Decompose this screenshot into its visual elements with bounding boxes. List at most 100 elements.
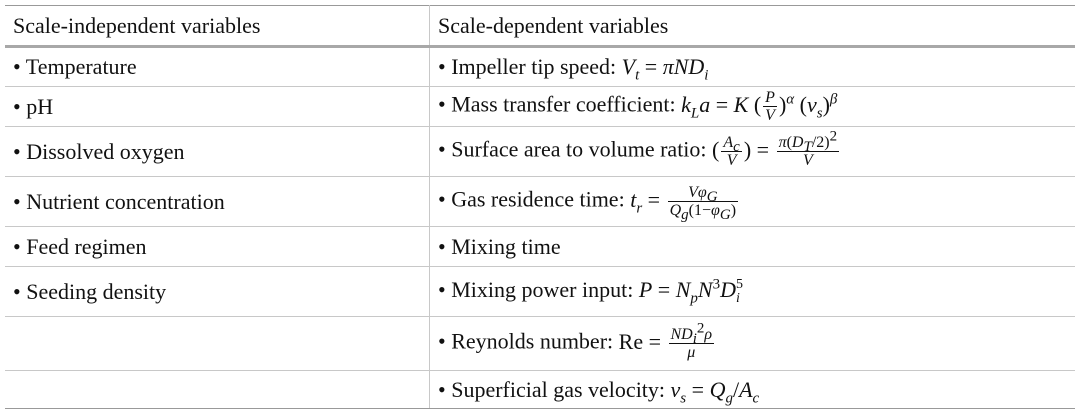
subscript: g: [725, 390, 733, 406]
math-text: ): [822, 91, 830, 117]
fraction: VφG Qg(1−φG): [667, 184, 739, 223]
fraction: π(DT/2)2 V: [776, 129, 840, 169]
variables-table: Scale-independent variables Scale-depend…: [5, 5, 1075, 409]
math-text: 2: [696, 320, 705, 337]
header-row: Scale-independent variables Scale-depend…: [5, 5, 1075, 48]
subscript: i: [735, 290, 743, 306]
table-body: • Temperature • Impeller tip speed: Vt = …: [5, 46, 1075, 409]
variable-label: • Impeller tip speed:: [438, 54, 617, 79]
math-text: (1−: [688, 202, 712, 219]
math-symbol: πND: [662, 54, 705, 79]
formula: kLa = K (P V)α (vs)β: [681, 89, 838, 124]
math-symbol: π: [778, 134, 787, 151]
math-symbol: Q: [669, 202, 682, 219]
math-symbol: k: [681, 91, 691, 117]
subscript: r: [636, 200, 642, 216]
math-symbol: A: [739, 376, 753, 402]
right-cell: • Gas residence time: tr = VφG Qg(1−φG): [429, 176, 1075, 227]
table-row: • Reynolds number: Re = NDi2ρ μ: [5, 316, 1075, 371]
right-cell: • Impeller tip speed: Vt = πNDi: [429, 46, 1075, 87]
superscript: 2: [697, 321, 705, 337]
right-cell: • Mixing power input: P = NpN3D i 5: [429, 266, 1075, 317]
table-row: • Seeding density • Mixing power input: P…: [5, 266, 1075, 317]
math-symbol: g: [681, 207, 689, 224]
math-symbol: V: [765, 107, 775, 124]
denominator: μ: [669, 344, 715, 361]
table-row: • Dissolved oxygen • Surface area to volu…: [5, 126, 1075, 177]
subscript: L: [691, 105, 699, 121]
math-symbol: t: [630, 186, 637, 212]
math-text: (: [748, 91, 762, 117]
subscript: s: [680, 390, 686, 406]
header-cell: Scale-independent variables: [5, 5, 430, 48]
subscript: c: [753, 390, 760, 406]
math-text: (: [794, 91, 807, 117]
math-symbol: c: [733, 139, 740, 156]
left-cell: • Dissolved oxygen: [5, 126, 430, 177]
variable-label: • Mass transfer coefficient:: [438, 91, 676, 117]
math-symbol: β: [829, 91, 838, 108]
superscript: 5: [735, 276, 743, 292]
math-text: (: [712, 136, 720, 162]
math-symbol: s: [680, 389, 687, 406]
formula: Vt = πNDi: [621, 54, 709, 83]
math-text: =: [686, 376, 710, 402]
math-text: Re =: [618, 328, 667, 354]
math-symbol: ND: [670, 326, 693, 343]
right-cell: • Reynolds number: Re = NDi2ρ μ: [429, 316, 1075, 371]
math-symbol: V: [621, 54, 636, 79]
numerator: NDi2ρ: [668, 321, 715, 347]
subscript: T: [803, 139, 811, 155]
math-symbol: φ: [711, 202, 720, 219]
math-symbol: g: [725, 389, 733, 406]
left-cell: • Temperature: [5, 46, 430, 87]
math-symbol: N: [675, 277, 691, 303]
math-symbol: V: [726, 152, 737, 169]
math-symbol: p: [690, 290, 698, 307]
math-text: =: [751, 136, 775, 162]
numerator: π(DT/2)2: [776, 129, 840, 155]
variable-label: • Surface area to volume ratio:: [438, 136, 707, 162]
math-text: /2): [811, 134, 830, 151]
math-text: (: [786, 134, 792, 151]
math-symbol: A: [723, 134, 734, 151]
math-symbol: G: [706, 189, 718, 206]
subscript: s: [817, 105, 823, 121]
denominator: Qg(1−φG): [668, 202, 738, 223]
math-symbol: μ: [687, 344, 696, 361]
math-symbol: c: [752, 389, 760, 406]
subscript: p: [690, 290, 698, 306]
numerator: VφG: [667, 184, 739, 205]
variable-label: • Superficial gas velocity:: [438, 376, 666, 402]
superscript: 2: [830, 129, 838, 145]
math-text: 3: [712, 276, 721, 293]
math-symbol: D: [720, 277, 736, 303]
table-row: • Superficial gas velocity: vs = Qg/Ac: [5, 370, 1075, 409]
table-row: • Temperature • Impeller tip speed: Vt = …: [5, 46, 1075, 87]
math-symbol: i: [735, 290, 740, 306]
math-text: ): [778, 91, 787, 117]
math-symbol: ρ: [704, 326, 713, 343]
math-text: =: [639, 54, 663, 79]
math-symbol: G: [719, 207, 731, 224]
variable-label: • Mixing power input:: [438, 277, 634, 303]
math-text: 5: [735, 276, 743, 292]
math-text: /: [732, 376, 740, 402]
math-symbol: s: [816, 104, 823, 121]
fraction: Ac V: [721, 134, 742, 169]
math-text: =: [642, 186, 666, 212]
formula: tr = VφG Qg(1−φG): [630, 184, 740, 223]
math-symbol: a: [699, 91, 711, 117]
left-cell: • Seeding density: [5, 266, 430, 317]
math-symbol: V: [802, 152, 813, 169]
subscript: G: [707, 189, 718, 205]
right-cell: • Surface area to volume ratio: (Ac V) = …: [429, 126, 1075, 177]
math-symbol: D: [791, 134, 804, 151]
math-symbol: r: [636, 199, 643, 216]
math-symbol: Q: [709, 376, 726, 402]
denominator: V: [763, 107, 777, 124]
math-symbol: P: [638, 277, 653, 303]
variable-label: • Reynolds number:: [438, 328, 614, 354]
